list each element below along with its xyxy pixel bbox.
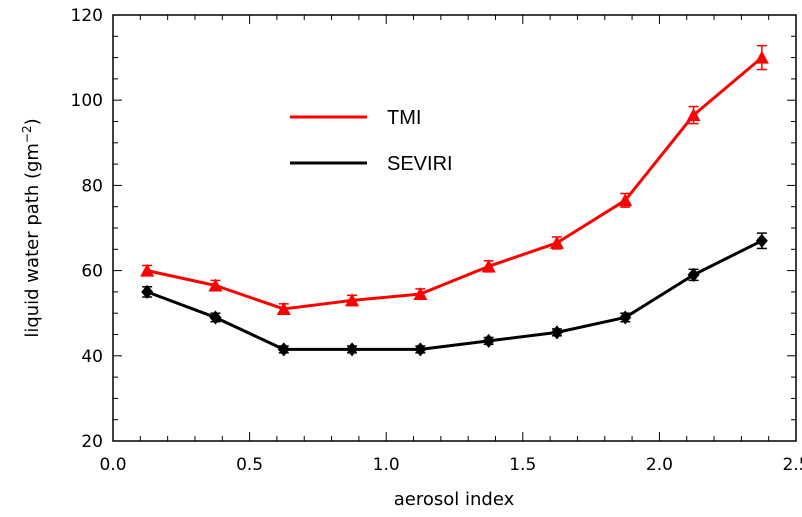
plot-frame <box>112 14 797 442</box>
x-tick-label: 1.0 <box>373 455 400 475</box>
axis-ticks <box>112 14 797 442</box>
y-tick-label: 60 <box>81 262 103 282</box>
data-point-seviri <box>141 284 154 299</box>
x-tick-label: 2.5 <box>782 455 802 475</box>
data-point-seviri <box>277 342 290 357</box>
y-tick-label: 80 <box>81 176 103 196</box>
y-axis-label-main: liquid water path (gm <box>22 143 43 338</box>
axis-tick-labels: 0.0 0.5 1.0 1.5 2.0 2.5 20 40 60 80 100 120 <box>71 6 802 475</box>
y-tick-label: 120 <box>71 6 103 26</box>
y-tick-label: 100 <box>71 91 103 111</box>
data-point-tmi <box>549 235 564 249</box>
data-point-tmi <box>140 263 155 277</box>
series-line-seviri <box>146 239 763 351</box>
y-tick-label: 40 <box>81 347 103 367</box>
x-tick-label: 0.0 <box>99 455 126 475</box>
data-point-tmi <box>754 50 769 64</box>
data-point-tmi <box>276 301 291 315</box>
data-point-seviri <box>346 342 359 357</box>
series-layer <box>140 44 769 357</box>
x-tick-label: 1.5 <box>509 455 536 475</box>
data-point-seviri <box>687 267 700 282</box>
data-point-tmi <box>618 193 633 207</box>
y-axis-label-close: ) <box>22 118 43 125</box>
legend-label-seviri: SEVIRI <box>387 153 453 175</box>
data-point-seviri <box>550 325 563 340</box>
y-axis-label: liquid water path (gm−2) <box>20 118 43 337</box>
x-tick-label: 2.0 <box>646 455 673 475</box>
legend: TMI SEVIRI <box>290 107 453 175</box>
data-point-tmi <box>208 278 223 292</box>
y-axis-label-superscript: −2 <box>20 125 34 143</box>
data-point-tmi <box>686 108 701 122</box>
x-axis-label: aerosol index <box>394 489 515 510</box>
data-point-seviri <box>414 342 427 357</box>
series-line-tmi <box>146 56 763 311</box>
data-point-tmi <box>345 293 360 307</box>
data-point-seviri <box>755 233 768 248</box>
data-point-seviri <box>209 310 222 325</box>
y-tick-label: 20 <box>81 432 103 452</box>
data-point-tmi <box>413 287 428 301</box>
series-tmi <box>140 44 769 315</box>
data-point-tmi <box>481 259 496 273</box>
x-tick-label: 0.5 <box>236 455 263 475</box>
series-seviri <box>141 232 768 357</box>
data-point-seviri <box>619 310 632 325</box>
legend-label-tmi: TMI <box>387 107 421 129</box>
data-point-seviri <box>482 333 495 348</box>
